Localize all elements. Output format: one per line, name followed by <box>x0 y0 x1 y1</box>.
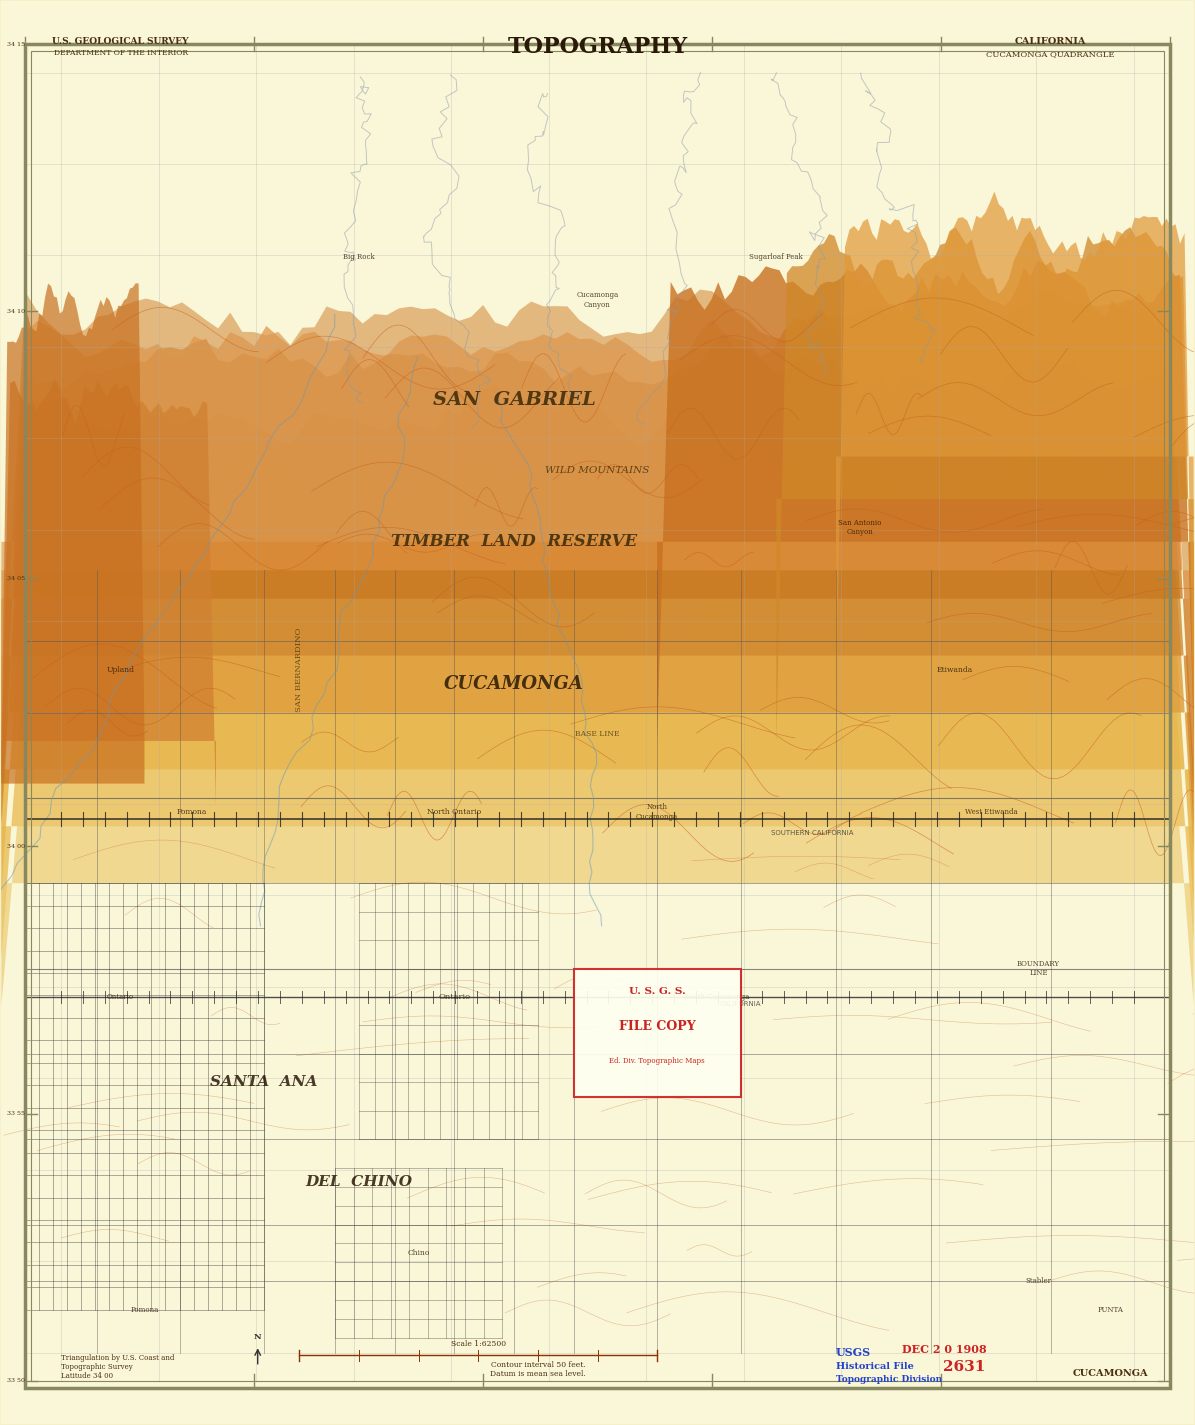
Polygon shape <box>1 306 1194 779</box>
Text: 34 10: 34 10 <box>7 309 25 314</box>
Text: CUCAMONGA QUADRANGLE: CUCAMONGA QUADRANGLE <box>986 50 1115 58</box>
Text: North
Cucamonga: North Cucamonga <box>636 804 679 821</box>
Text: BASE LINE: BASE LINE <box>575 730 620 738</box>
Text: DEPARTMENT OF THE INTERIOR: DEPARTMENT OF THE INTERIOR <box>54 48 188 57</box>
Text: Stabler: Stabler <box>1025 1277 1052 1285</box>
Text: SOUTHERN CALIFORNIA: SOUTHERN CALIFORNIA <box>771 831 853 836</box>
Text: North Ontario: North Ontario <box>428 808 482 817</box>
Polygon shape <box>1 590 1194 956</box>
Text: U.S. GEOLOGICAL SURVEY: U.S. GEOLOGICAL SURVEY <box>53 37 189 46</box>
Text: South Cucamonga: South Cucamonga <box>684 993 749 1000</box>
Text: Big Rock: Big Rock <box>343 254 375 261</box>
Polygon shape <box>777 227 1194 742</box>
Text: 34 05: 34 05 <box>7 576 25 581</box>
Text: 34 15: 34 15 <box>7 41 25 47</box>
Text: San Antonio
Canyon: San Antonio Canyon <box>838 519 882 536</box>
Text: N: N <box>253 1334 262 1341</box>
Text: PUNTA: PUNTA <box>1097 1305 1123 1314</box>
Text: Historical File: Historical File <box>836 1362 914 1371</box>
Text: TOPOGRAPHY: TOPOGRAPHY <box>508 36 687 58</box>
Text: USGS: USGS <box>836 1347 871 1358</box>
Text: CALIFORNIA: CALIFORNIA <box>719 1000 761 1007</box>
Text: 34 00: 34 00 <box>7 844 25 849</box>
Text: Pomona: Pomona <box>130 1305 159 1314</box>
Polygon shape <box>1 284 145 784</box>
Text: Pomona: Pomona <box>177 808 207 817</box>
Text: SAN  GABRIEL: SAN GABRIEL <box>433 390 595 409</box>
Polygon shape <box>836 191 1194 714</box>
Text: CUCAMONGA: CUCAMONGA <box>445 675 584 693</box>
Polygon shape <box>1 500 1194 903</box>
Text: West Etiwanda: West Etiwanda <box>964 808 1017 817</box>
Polygon shape <box>1 378 1194 829</box>
Polygon shape <box>1 288 1194 760</box>
Text: Scale 1:62500: Scale 1:62500 <box>451 1340 505 1348</box>
Text: DEC 2 0 1908: DEC 2 0 1908 <box>901 1344 986 1355</box>
Polygon shape <box>1 684 1194 1005</box>
Text: Triangulation by U.S. Coast and
Topographic Survey
Latitude 34 00: Triangulation by U.S. Coast and Topograp… <box>61 1354 174 1379</box>
Text: 2631: 2631 <box>943 1359 986 1374</box>
Polygon shape <box>1 436 1194 854</box>
Text: Contour interval 50 feet.
Datum is mean sea level.: Contour interval 50 feet. Datum is mean … <box>490 1361 586 1378</box>
Text: FILE COPY: FILE COPY <box>619 1020 695 1033</box>
Polygon shape <box>1 333 1194 792</box>
Text: Topographic Division: Topographic Division <box>836 1375 942 1384</box>
Text: Ontario: Ontario <box>108 993 134 1000</box>
Text: SANTA  ANA: SANTA ANA <box>210 1076 318 1089</box>
Text: WILD MOUNTAINS: WILD MOUNTAINS <box>545 466 650 475</box>
Text: BOUNDARY
LINE: BOUNDARY LINE <box>1017 960 1060 978</box>
Text: U. S. G. S.: U. S. G. S. <box>629 988 686 996</box>
Text: Ed. Div. Topographic Maps: Ed. Div. Topographic Maps <box>609 1057 705 1064</box>
Text: 33 50: 33 50 <box>7 1378 25 1384</box>
Text: Upland: Upland <box>106 665 135 674</box>
Text: Chino: Chino <box>407 1248 430 1257</box>
Text: Etiwanda: Etiwanda <box>937 665 973 674</box>
Text: 33 55: 33 55 <box>7 1112 25 1116</box>
Text: TIMBER  LAND  RESERVE: TIMBER LAND RESERVE <box>391 533 637 550</box>
Text: Cucamonga
Canyon: Cucamonga Canyon <box>576 292 619 309</box>
Polygon shape <box>657 261 1194 742</box>
Text: Ontario: Ontario <box>439 993 471 1000</box>
Polygon shape <box>1 379 216 808</box>
Text: Sugarloaf Peak: Sugarloaf Peak <box>749 254 803 261</box>
Text: SAN BERNARDINO: SAN BERNARDINO <box>295 627 304 712</box>
Text: DEL  CHINO: DEL CHINO <box>306 1174 412 1188</box>
FancyBboxPatch shape <box>574 969 741 1096</box>
Text: CALIFORNIA: CALIFORNIA <box>1015 37 1086 46</box>
Text: CUCAMONGA: CUCAMONGA <box>1072 1369 1148 1378</box>
